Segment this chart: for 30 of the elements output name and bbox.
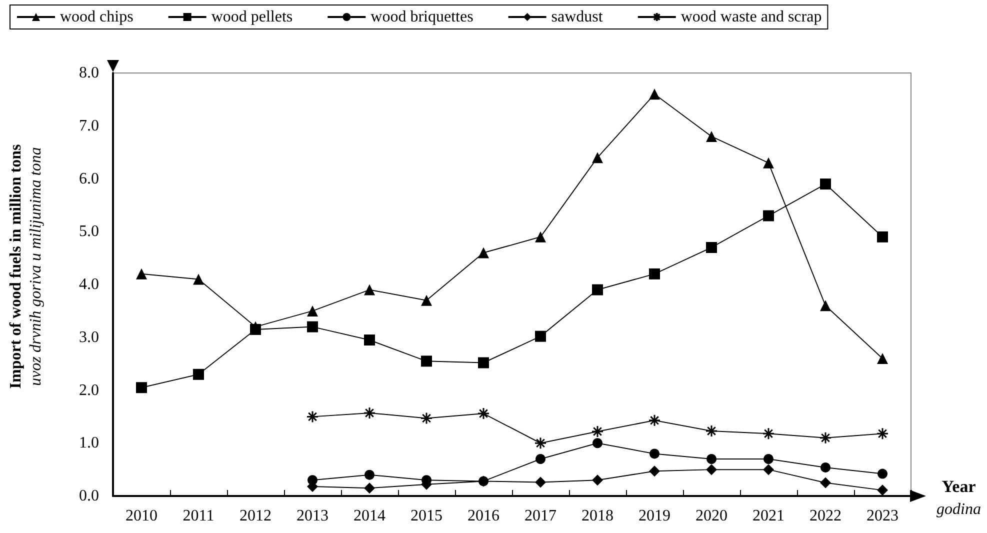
legend-label: sawdust [551,8,604,26]
y-tick-label: 2.0 [79,382,99,399]
y-tick-label: 4.0 [79,276,99,293]
x-tick-label: 2010 [126,508,158,524]
x-tick-label: 2012 [240,508,272,524]
y-tick-label: 8.0 [79,64,99,82]
x-tick-label: 2022 [810,508,842,524]
y-axis-title: Import of wood fuels in million tons uvoz drvnih goriva u milijunima tona [8,144,44,389]
x-axis-title: Year godina [936,477,982,518]
legend-label: wood briquettes [370,8,474,26]
y-tick-label: 3.0 [79,328,99,346]
legend-label: wood chips [60,8,134,26]
y-tick-label: 5.0 [79,223,99,240]
x-tick-label: 2014 [354,508,386,524]
y-tick-label: 1.0 [79,434,99,452]
x-tick-label: 2018 [582,508,614,524]
x-tick-label: 2016 [468,508,500,524]
x-tick-label: 2021 [752,508,784,524]
x-tick-label: 2020 [696,508,728,524]
x-tick-label: 2019 [638,508,670,524]
legend-label: wood waste and scrap [680,8,822,26]
legend-label: wood pellets [211,8,293,26]
x-tick-label: 2017 [524,508,556,524]
y-tick-label: 0.0 [79,488,99,504]
x-tick-label: 2023 [866,508,898,524]
y-tick-label: 6.0 [79,170,99,188]
x-tick-label: 2011 [182,508,214,524]
x-tick-label: 2013 [296,508,328,524]
y-tick-label: 7.0 [79,117,99,134]
x-tick-label: 2015 [410,508,442,524]
